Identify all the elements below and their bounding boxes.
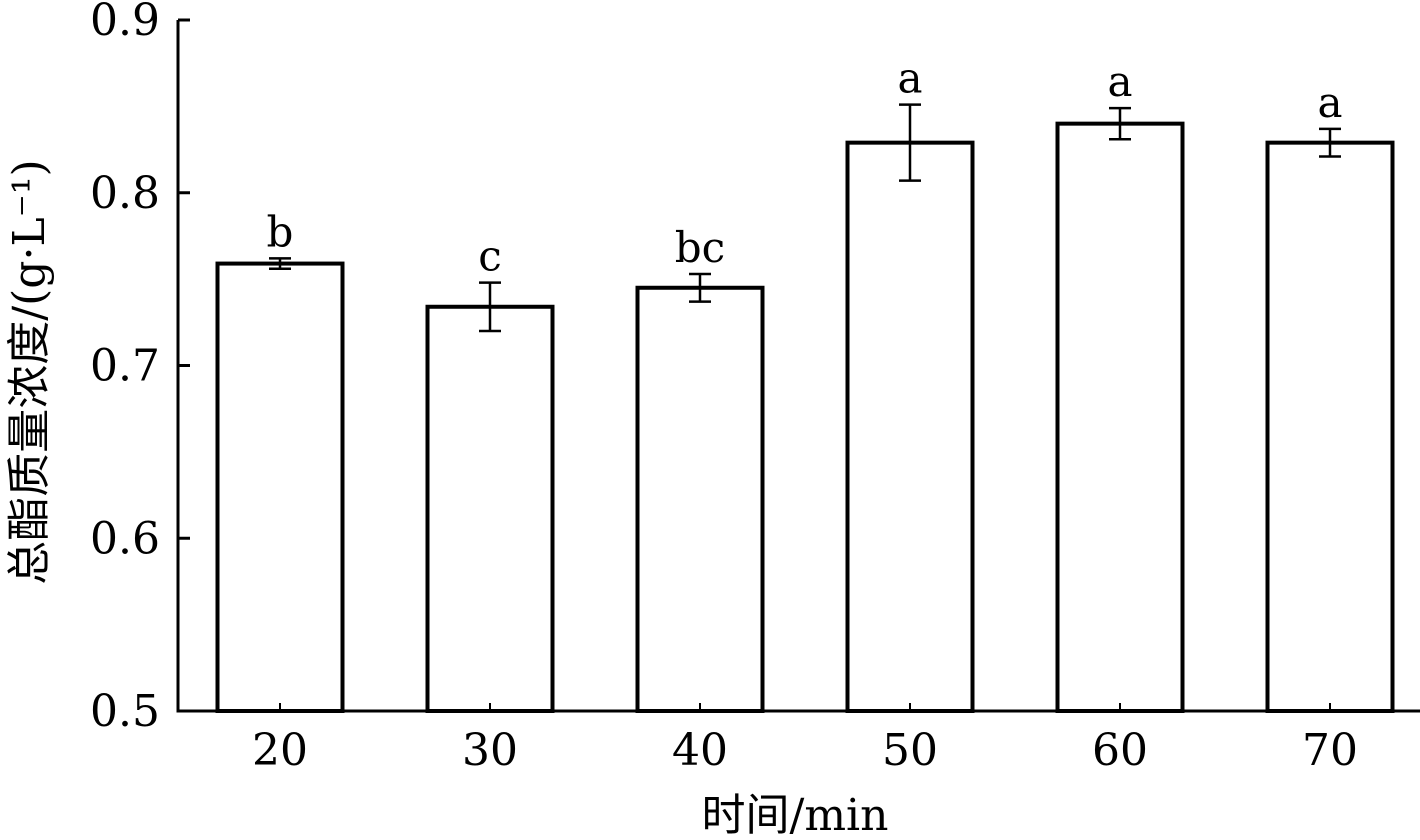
error-bars (269, 103, 1341, 333)
bars (215, 121, 1395, 713)
x-tick-label: 50 (882, 725, 938, 776)
bar-50 (845, 140, 975, 713)
y-tick-label: 0.9 (90, 0, 160, 46)
significance-label-20: b (267, 207, 294, 256)
y-tick-label: 0.6 (90, 513, 160, 564)
x-tick-label: 70 (1302, 725, 1358, 776)
significance-label-60: a (1107, 57, 1132, 106)
significance-label-70: a (1317, 78, 1342, 127)
y-axis-ticks: 0.5 0.6 0.7 0.8 0.9 (90, 0, 190, 737)
bar-40 (635, 285, 765, 713)
y-tick-label: 0.8 (90, 168, 160, 219)
x-axis-title: 时间/min (702, 790, 889, 840)
significance-label-50: a (897, 54, 922, 103)
bar-30 (425, 304, 555, 713)
y-tick-label: 0.7 (90, 341, 160, 392)
bar-70 (1265, 140, 1395, 713)
x-axis-ticks: 20 30 40 50 60 70 (252, 703, 1358, 776)
x-tick-label: 60 (1092, 725, 1148, 776)
x-tick-label: 20 (252, 725, 308, 776)
y-axis-title: 总酯质量浓度/(g·L⁻¹) (4, 159, 55, 584)
bar-60 (1055, 121, 1185, 713)
significance-label-30: c (478, 232, 502, 281)
significance-labels: b c bca a a (267, 54, 1343, 281)
significance-label-40: bc (675, 223, 725, 272)
x-tick-label: 30 (462, 725, 518, 776)
x-tick-label: 40 (672, 725, 728, 776)
bar-20 (215, 261, 345, 713)
y-tick-label: 0.5 (90, 686, 160, 737)
